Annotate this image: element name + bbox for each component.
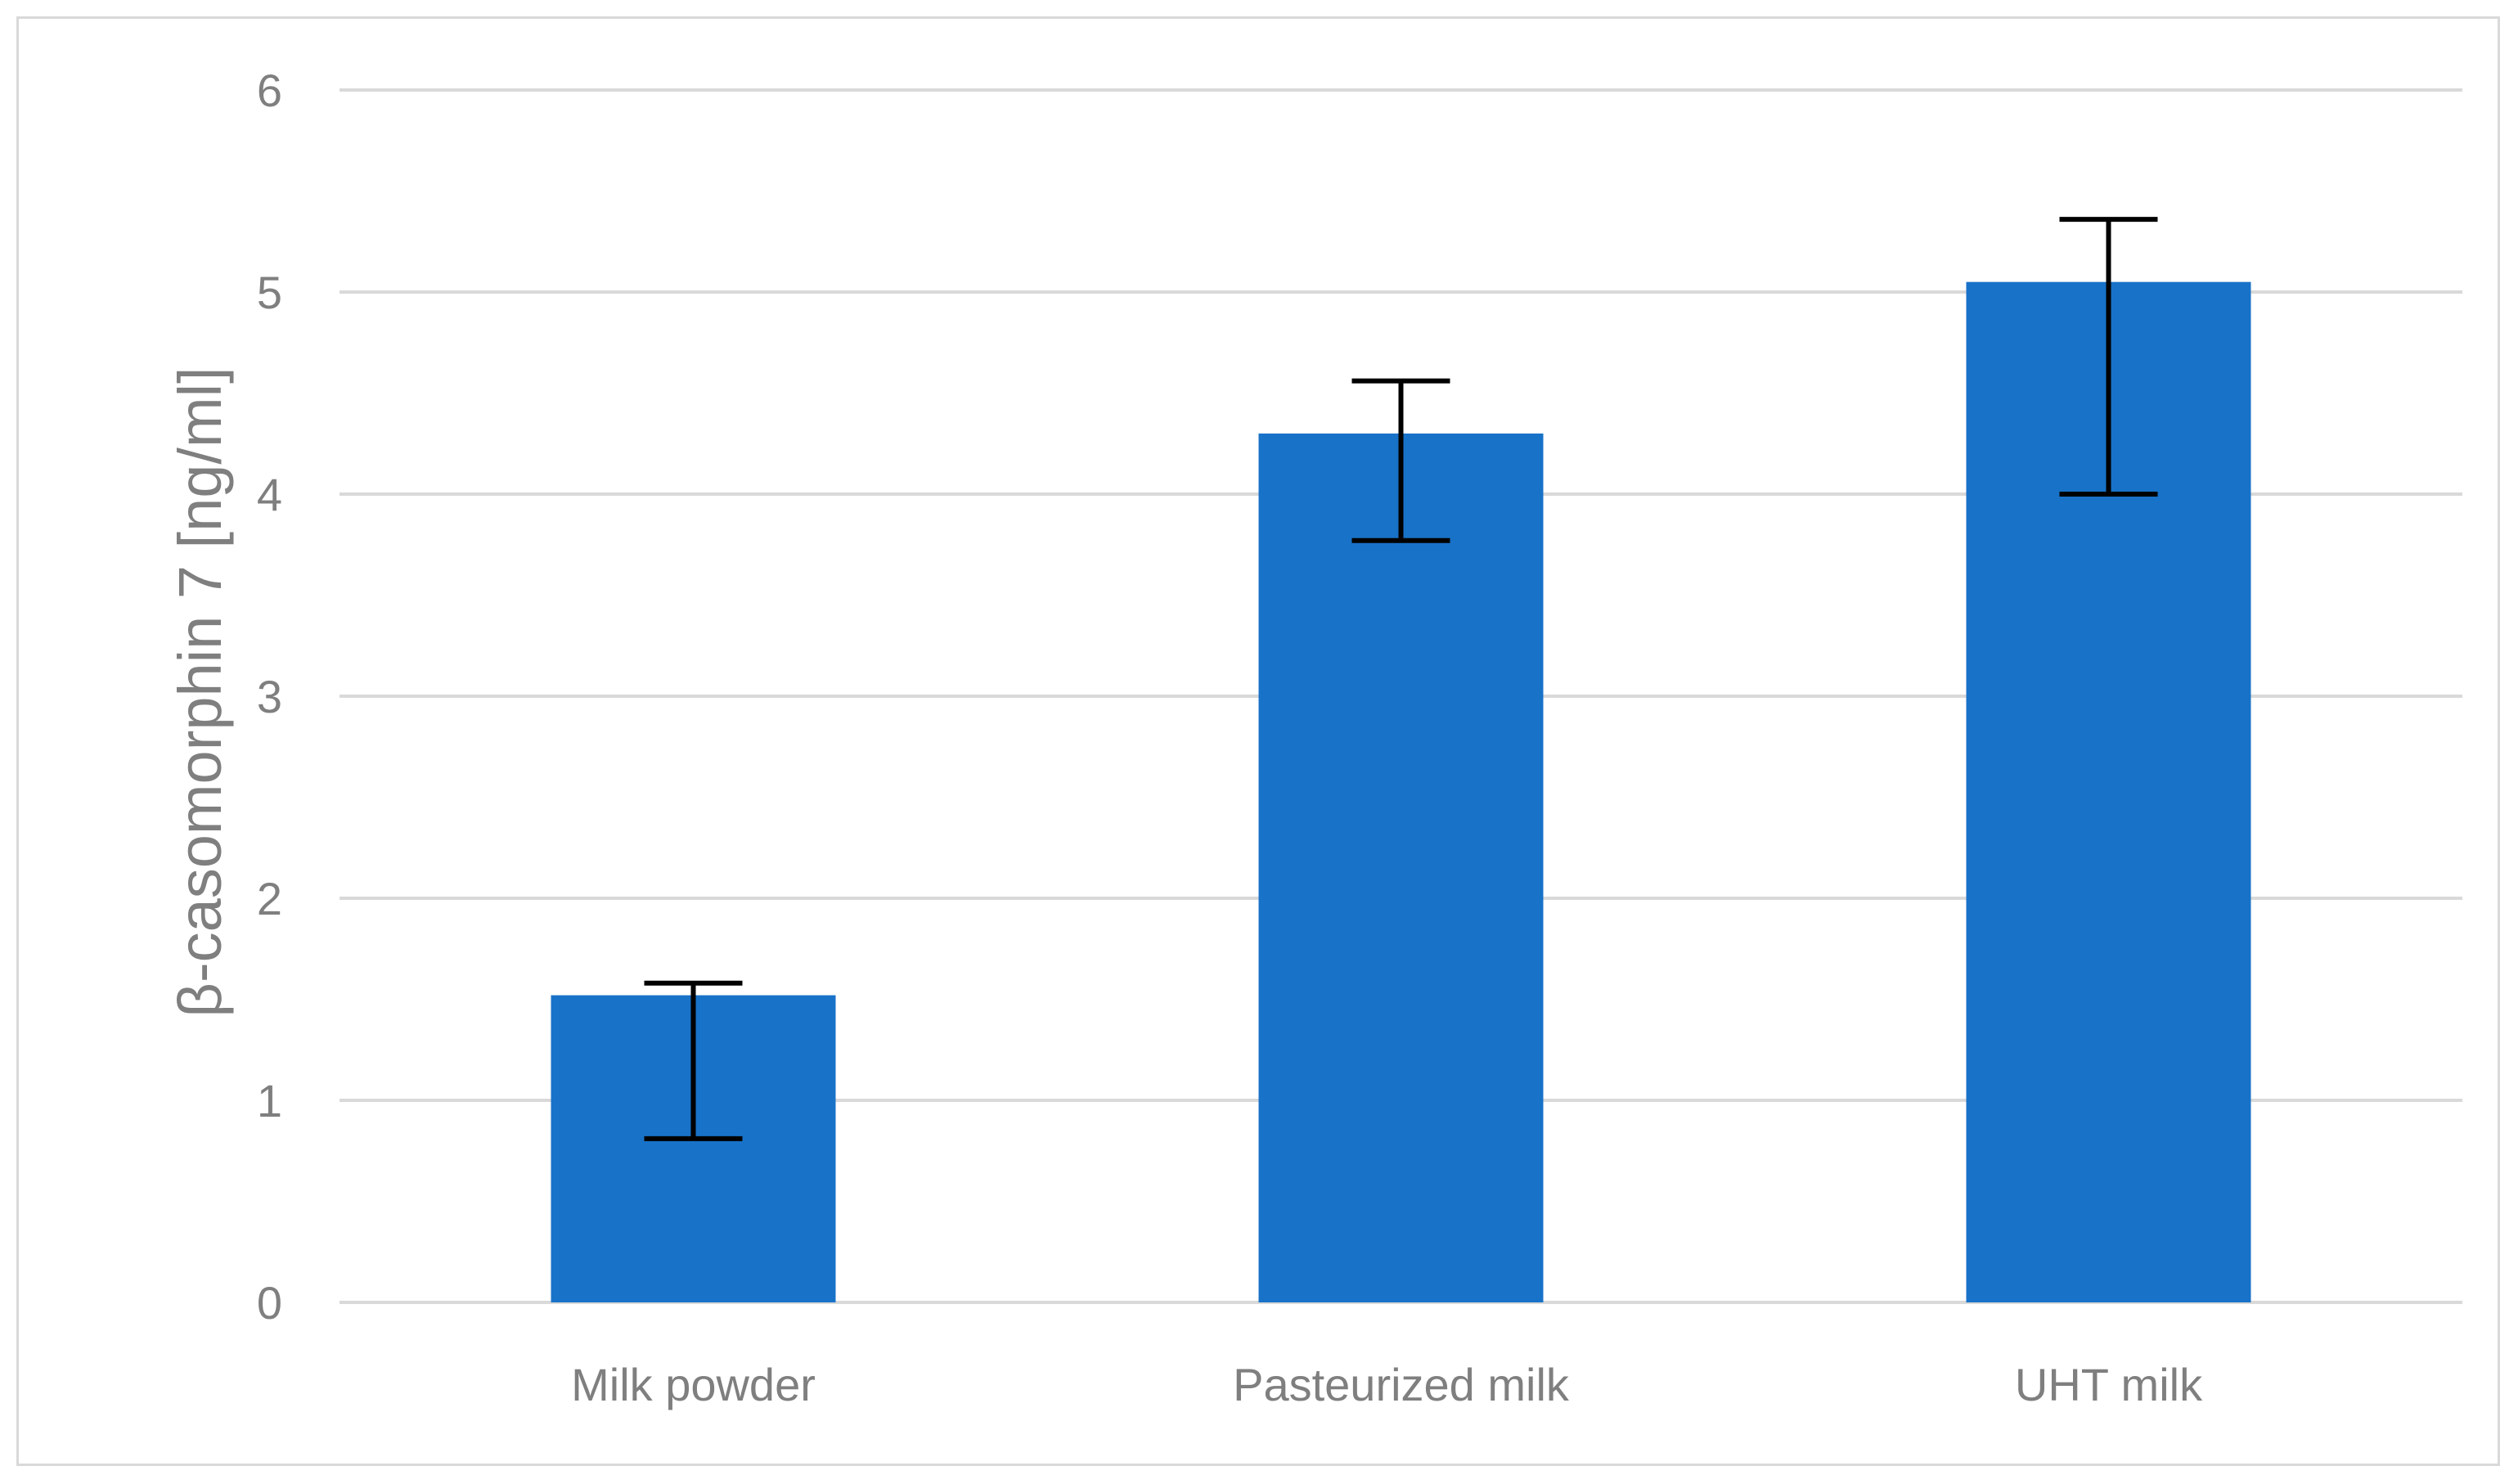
error-bar bbox=[1351, 378, 1450, 543]
bar bbox=[1258, 433, 1544, 1302]
y-tick-label: 4 bbox=[257, 469, 282, 520]
y-tick-label: 6 bbox=[257, 65, 282, 116]
x-tick-label: Pasteurized milk bbox=[1233, 1359, 1570, 1410]
y-tick-label: 1 bbox=[257, 1075, 282, 1126]
y-tick-label: 3 bbox=[257, 671, 282, 722]
x-tick-label: Milk powder bbox=[571, 1359, 816, 1410]
error-bar bbox=[644, 980, 743, 1141]
x-tick-label: UHT milk bbox=[2015, 1359, 2203, 1410]
y-axis-tick-labels: 0 1 2 3 4 5 6 bbox=[257, 65, 282, 1329]
error-bars bbox=[644, 217, 2158, 1141]
y-tick-label: 2 bbox=[257, 873, 282, 924]
y-tick-label: 0 bbox=[257, 1277, 282, 1329]
error-bar bbox=[2059, 217, 2158, 497]
x-axis-tick-labels: Milk powder Pasteurized milk UHT milk bbox=[571, 1359, 2203, 1410]
y-axis-title: β-casomorphin 7 [ng/ml] bbox=[166, 367, 234, 1017]
y-tick-label: 5 bbox=[257, 267, 282, 318]
